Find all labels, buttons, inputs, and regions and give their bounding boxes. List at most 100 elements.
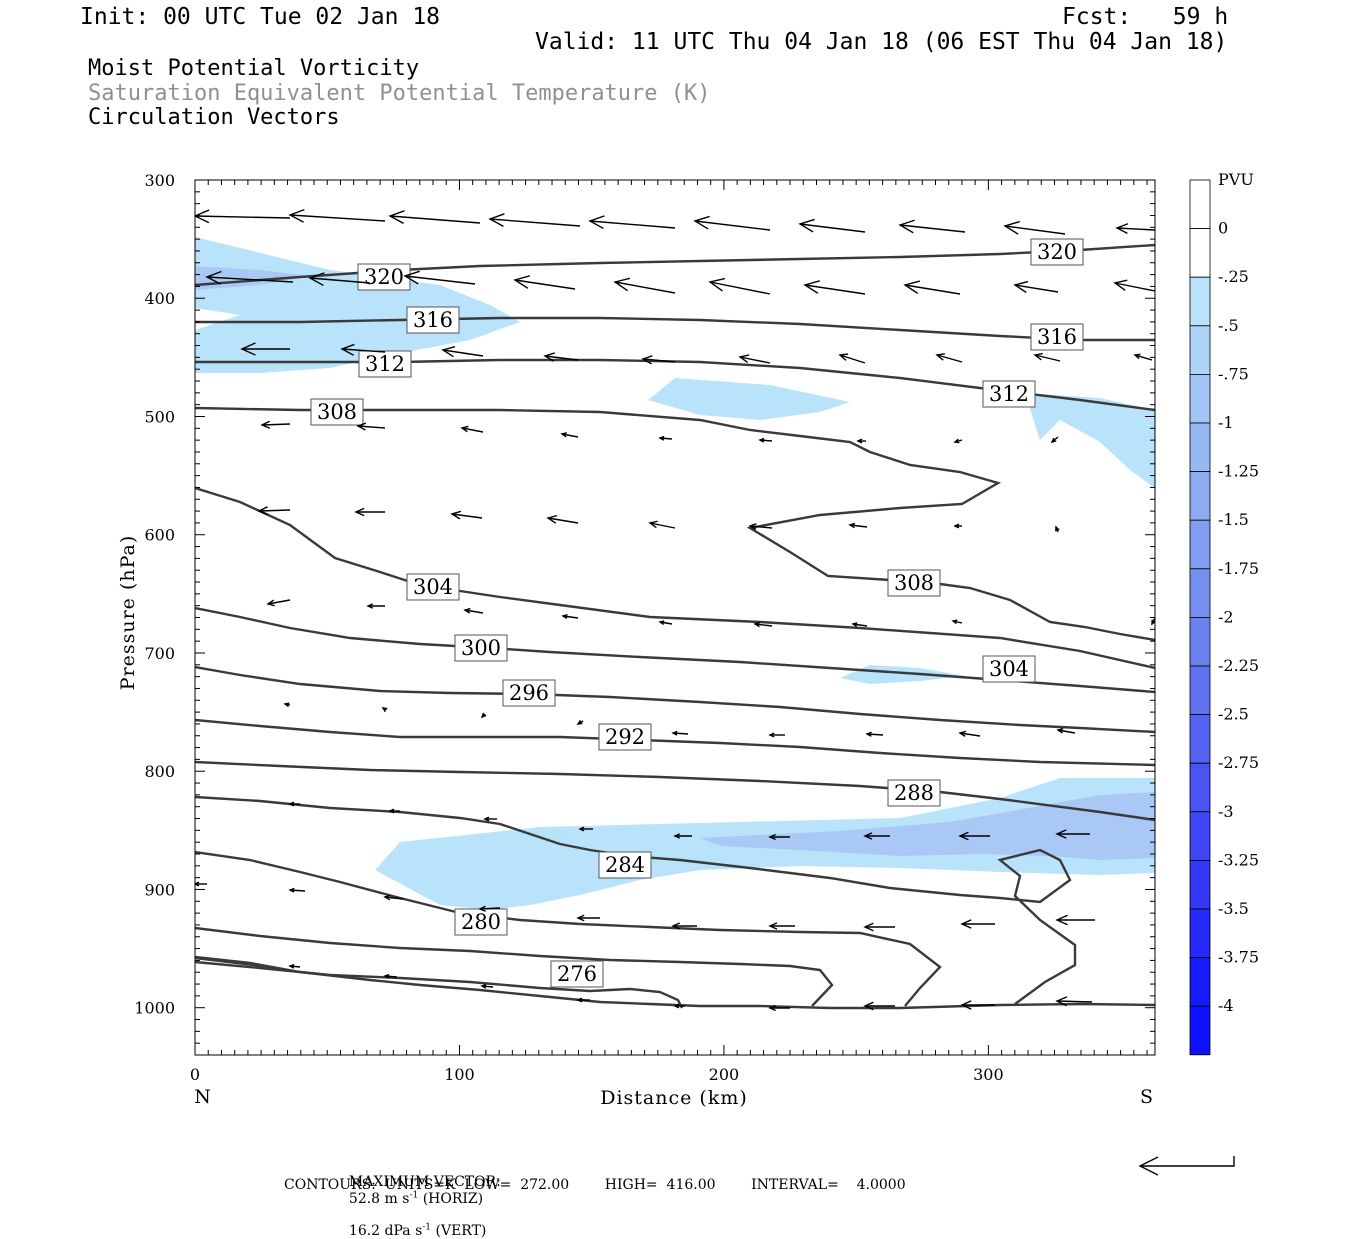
circulation-vector [960,1000,995,1010]
circulation-vector [673,1003,685,1009]
plot-axes: 300 400 500 600 700 800 900 1000 0 100 200 300 N S Dis… [117,171,1156,1109]
circulation-vector [240,342,290,356]
circulation-vector [195,209,291,224]
contour-line [195,718,1155,767]
circulation-vector [560,432,579,438]
colorbar-label: -.5 [1218,316,1239,335]
circulation-vector [488,213,581,227]
circulation-vector [935,353,963,363]
circulation-vector [1055,914,1095,926]
contour-label: 296 [509,681,549,705]
x-tick-label: 200 [709,1065,740,1084]
colorbar-swatch [1189,617,1211,667]
circulation-vector [1033,352,1061,362]
contour-label: 292 [605,725,645,749]
colorbar-swatch [1189,179,1211,229]
circulation-vector [578,826,593,832]
contour-label-box [887,569,941,597]
contour-line [195,956,271,969]
circulation-vector [738,354,771,364]
x-tick-label: 300 [973,1065,1004,1084]
colorbar-swatch [1189,422,1211,472]
y-tick-label: 400 [144,289,175,308]
contour-label-box [982,655,1036,683]
circulation-vector [388,808,400,814]
colorbar-label: -3.25 [1218,850,1259,869]
pv-shading [195,237,1155,910]
circulation-vector [288,208,386,223]
contours-note: CONTOURS: UNITS=K LOW= 272.00 HIGH= 416.… [284,1177,906,1193]
field-title-pv: Moist Potential Vorticity [88,56,420,81]
circulation-vector [561,613,579,620]
circulation-vector [958,730,981,737]
circulation-vector [898,219,966,234]
circulation-vector [546,514,579,524]
circulation-vector [480,983,494,989]
contour-labels: 320 320 316 316 312 312 308 308 304 304 300 296 292 2… [310,238,1084,988]
circulation-vector [1013,280,1059,293]
circulation-vector [768,732,785,738]
circulation-vector [576,719,584,725]
colorbar-label: 0 [1218,219,1228,238]
circulation-vector [288,801,300,807]
colorbar-label: -1.75 [1218,559,1259,578]
contour-label-box [406,306,460,334]
colorbar: PVU 0 -.25 -.5 -.75 -1 -1.25 -1.5 -1.75 -2 -2.25 -2… [1189,170,1259,1056]
contour-label-box [406,573,460,601]
circulation-vector [1115,223,1155,234]
contour-label: 304 [413,575,453,599]
pv-region [1025,393,1155,488]
contour-label: 288 [894,781,934,805]
circulation-vector [1003,220,1066,235]
contour-label: 304 [989,657,1029,681]
circulation-vector [953,523,962,529]
colorbar-swatch [1189,908,1211,958]
circulation-vector [671,730,689,736]
colorbar-label: -4 [1218,996,1234,1015]
colorbar-swatch [1189,1005,1211,1056]
colorbar-label: -.25 [1218,267,1249,286]
colorbar-swatch [1189,568,1211,618]
circulation-vector [1113,279,1155,292]
colorbar-swatch [1189,325,1211,375]
circulation-vector [708,277,771,295]
colorbar-label: -2.5 [1218,705,1249,724]
contour-label: 320 [1037,240,1077,264]
circulation-vector [381,707,388,713]
colorbar-swatch [1189,665,1211,715]
contour-label: 276 [557,962,597,986]
cross-section-chart: 320 320 316 316 312 312 308 308 304 304 300 296 292 2… [117,170,1259,1176]
max-vector-vert: 16.2 dPa s-1 (VERT) [348,1222,487,1239]
circulation-vectors [195,208,1155,1012]
contour-line [195,665,1155,734]
contour-label-box [1030,238,1084,266]
contour-label: 308 [317,400,357,424]
pv-region [700,792,1155,860]
circulation-vector [576,997,590,1003]
circulation-vector [851,622,868,627]
contour-line [195,316,1155,342]
contour-label: 308 [894,571,934,595]
circulation-vector [1050,436,1059,444]
circulation-vector [658,435,673,441]
y-tick-label: 300 [144,171,175,190]
circulation-vector [308,272,371,287]
circulation-vector [354,507,385,517]
contour-label: 280 [461,910,501,934]
contour-label-box [550,960,604,988]
circulation-vector [288,887,306,893]
pv-region [648,378,850,420]
colorbar-swatch [1189,860,1211,910]
colorbar-swatch [1189,957,1211,1007]
circulation-vector [748,523,773,530]
contour-label-box [357,263,411,291]
y-tick-label: 700 [144,644,175,663]
circulation-vector [463,607,484,614]
contour-label: 316 [1037,325,1077,349]
contour-line [195,795,1077,1005]
colorbar-label: -3.5 [1218,899,1249,918]
circulation-vector [953,438,963,444]
contour-label: 300 [461,636,501,660]
contour-line [195,406,1155,642]
circulation-vector [658,620,673,626]
